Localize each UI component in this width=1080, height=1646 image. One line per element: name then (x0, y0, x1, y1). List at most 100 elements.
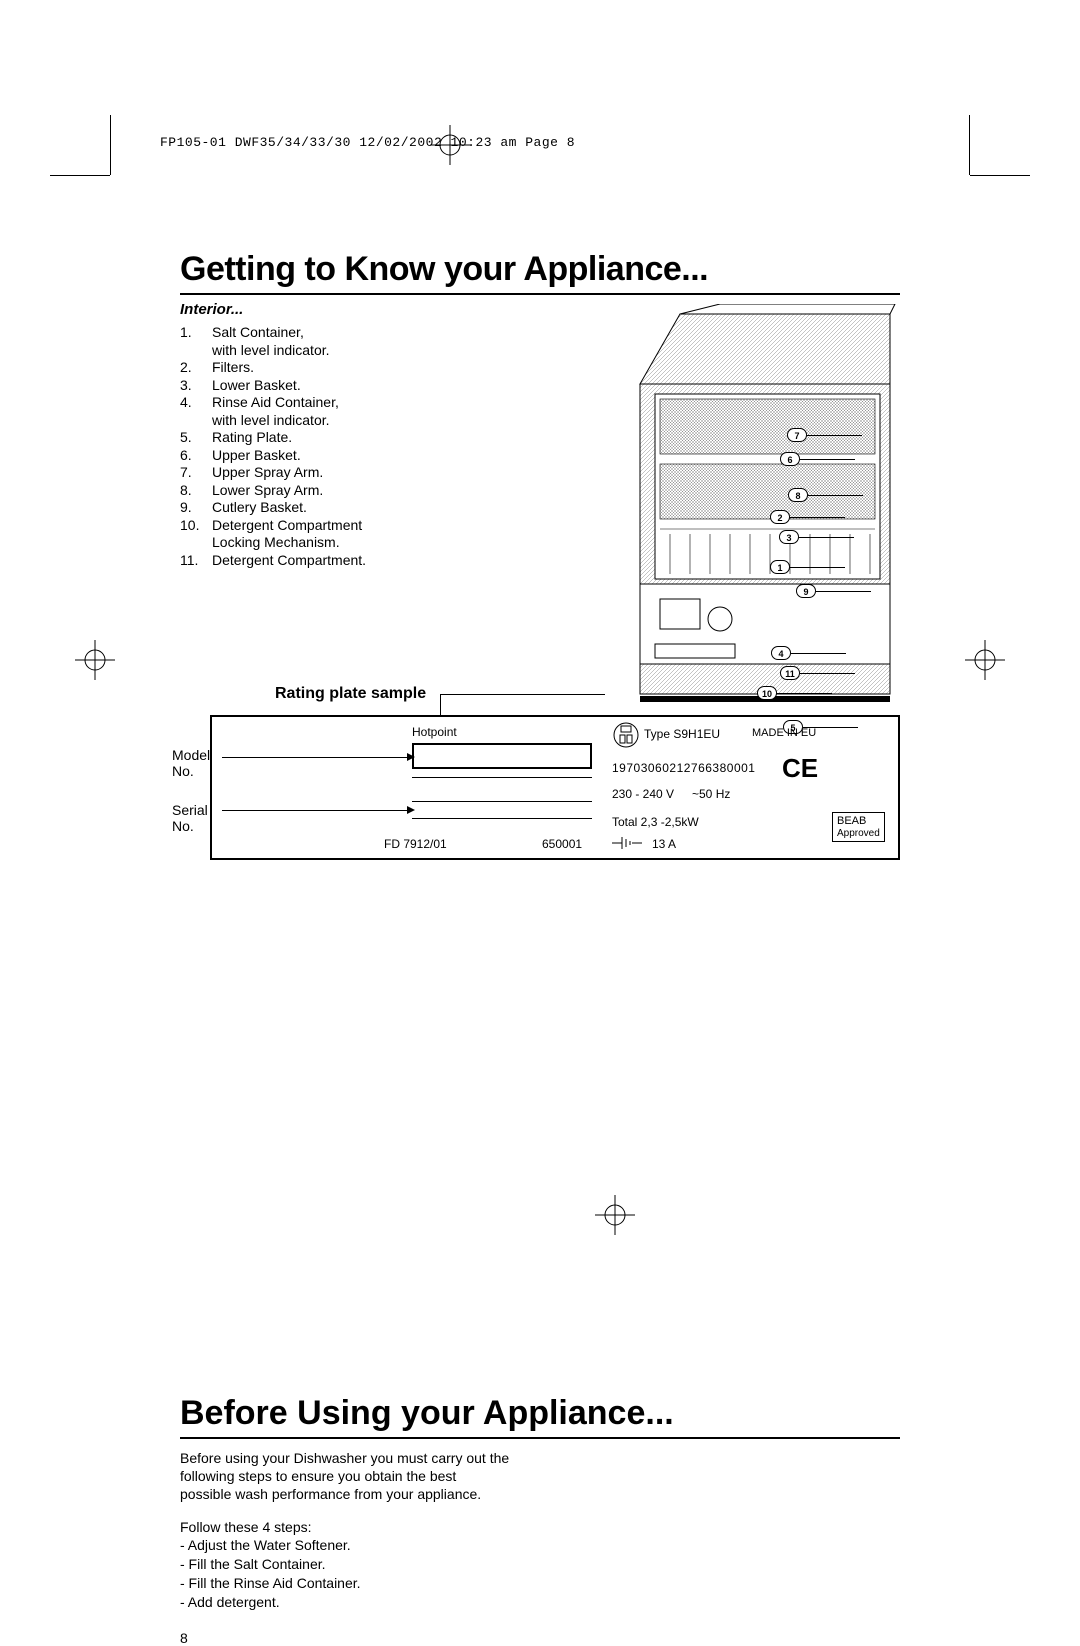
callout-6: 6 (780, 452, 800, 466)
connector-line (440, 694, 441, 716)
parts-list-number: 2. (180, 359, 212, 377)
parts-list: 1.Salt Container, with level indicator.2… (180, 324, 470, 569)
ce-mark: CE (782, 753, 818, 784)
rating-plate: Model No. Serial No. Hotpoint FD 7912/01… (210, 715, 900, 860)
parts-list-item: 4.Rinse Aid Container, with level indica… (180, 394, 470, 429)
callout-3: 3 (779, 530, 799, 544)
callout-leader (807, 435, 862, 436)
parts-list-number: 3. (180, 377, 212, 395)
parts-list-text: Rinse Aid Container, with level indicato… (212, 394, 339, 429)
callout-leader (800, 673, 855, 674)
section-title-2: Before Using your Appliance... (180, 1394, 900, 1439)
parts-list-text: Upper Basket. (212, 447, 301, 465)
double-insulation-icon (612, 721, 640, 752)
parts-list-number: 8. (180, 482, 212, 500)
parts-list-text: Cutlery Basket. (212, 499, 307, 517)
rp-frequency: ~50 Hz (692, 787, 730, 801)
registration-mark-icon (75, 640, 115, 680)
rp-brand: Hotpoint (412, 725, 457, 739)
parts-list-item: 11.Detergent Compartment. (180, 552, 470, 570)
rp-made-in: MADE IN EU (752, 727, 816, 739)
approved-text: Approved (837, 828, 880, 839)
parts-list-text: Rating Plate. (212, 429, 292, 447)
callout-11: 11 (780, 666, 800, 680)
print-header: FP105-01 DWF35/34/33/30 12/02/2002 10:23… (160, 135, 575, 150)
rp-model-box (412, 743, 592, 769)
crop-mark (110, 115, 111, 175)
step-line: - Add detergent. (180, 1593, 900, 1612)
crop-mark (969, 115, 970, 175)
parts-list-item: 9.Cutlery Basket. (180, 499, 470, 517)
rp-power: Total 2,3 -2,5kW (612, 815, 699, 829)
rating-plate-label: Rating plate sample (275, 685, 426, 703)
step-line: - Fill the Rinse Aid Container. (180, 1574, 900, 1593)
crop-mark (970, 175, 1030, 176)
parts-list-text: Upper Spray Arm. (212, 464, 323, 482)
parts-list-number: 6. (180, 447, 212, 465)
parts-list-text: Lower Basket. (212, 377, 301, 395)
parts-list-item: 7.Upper Spray Arm. (180, 464, 470, 482)
crop-mark (50, 175, 110, 176)
parts-list-text: Filters. (212, 359, 254, 377)
connector-line (440, 694, 605, 695)
rp-divider (412, 777, 592, 778)
rp-fd: FD 7912/01 (384, 837, 447, 851)
arrow-line (222, 810, 407, 811)
step-line: - Fill the Salt Container. (180, 1555, 900, 1574)
beab-text: BEAB (837, 815, 866, 827)
rp-serial-box (412, 801, 592, 819)
page-content: Getting to Know your Appliance... Interi… (180, 250, 900, 1646)
parts-list-number: 7. (180, 464, 212, 482)
callout-leader (791, 653, 846, 654)
rp-long-code: 19703060212766380001 (612, 761, 755, 775)
parts-list-column: 1.Salt Container, with level indicator.2… (180, 324, 470, 744)
parts-list-number: 1. (180, 324, 212, 359)
steps-intro: Follow these 4 steps: (180, 1518, 900, 1537)
parts-list-item: 6.Upper Basket. (180, 447, 470, 465)
callout-7: 7 (787, 428, 807, 442)
section-title-1: Getting to Know your Appliance... (180, 250, 900, 295)
parts-list-item: 10.Detergent Compartment Locking Mechani… (180, 517, 470, 552)
registration-mark-icon (965, 640, 1005, 680)
callout-leader (790, 517, 845, 518)
intro-paragraph: Before using your Dishwasher you must ca… (180, 1449, 510, 1504)
callout-4: 4 (771, 646, 791, 660)
callout-leader (799, 537, 854, 538)
step-line: - Adjust the Water Softener. (180, 1536, 900, 1555)
beab-box: BEAB Approved (832, 812, 885, 842)
rp-type: Type S9H1EU (644, 727, 720, 741)
parts-list-item: 5.Rating Plate. (180, 429, 470, 447)
callout-leader (790, 567, 845, 568)
page-number: 8 (180, 1630, 900, 1646)
parts-list-number: 5. (180, 429, 212, 447)
parts-list-number: 11. (180, 552, 212, 570)
parts-list-number: 9. (180, 499, 212, 517)
parts-list-text: Lower Spray Arm. (212, 482, 323, 500)
callout-1: 1 (770, 560, 790, 574)
parts-list-text: Detergent Compartment. (212, 552, 366, 570)
parts-list-text: Detergent Compartment Locking Mechanism. (212, 517, 362, 552)
parts-list-number: 10. (180, 517, 212, 552)
callout-leader (808, 495, 863, 496)
model-no-label: Model No. (172, 747, 210, 779)
parts-list-item: 3.Lower Basket. (180, 377, 470, 395)
callout-9: 9 (796, 584, 816, 598)
steps-block: Follow these 4 steps: - Adjust the Water… (180, 1518, 900, 1612)
parts-list-item: 1.Salt Container, with level indicator. (180, 324, 470, 359)
diagram-column: 1234567891011 (490, 324, 900, 744)
callout-8: 8 (788, 488, 808, 502)
registration-mark-icon (430, 125, 470, 165)
ground-icon (612, 835, 642, 854)
callout-leader (777, 693, 832, 694)
rp-650001: 650001 (542, 837, 582, 851)
parts-list-item: 8.Lower Spray Arm. (180, 482, 470, 500)
rp-amperage: 13 A (652, 837, 676, 851)
parts-list-item: 2.Filters. (180, 359, 470, 377)
dishwasher-diagram (600, 304, 900, 734)
callout-10: 10 (757, 686, 777, 700)
parts-list-text: Salt Container, with level indicator. (212, 324, 330, 359)
callout-leader (816, 591, 871, 592)
serial-no-label: Serial No. (172, 802, 208, 834)
callout-leader (800, 459, 855, 460)
parts-list-number: 4. (180, 394, 212, 429)
